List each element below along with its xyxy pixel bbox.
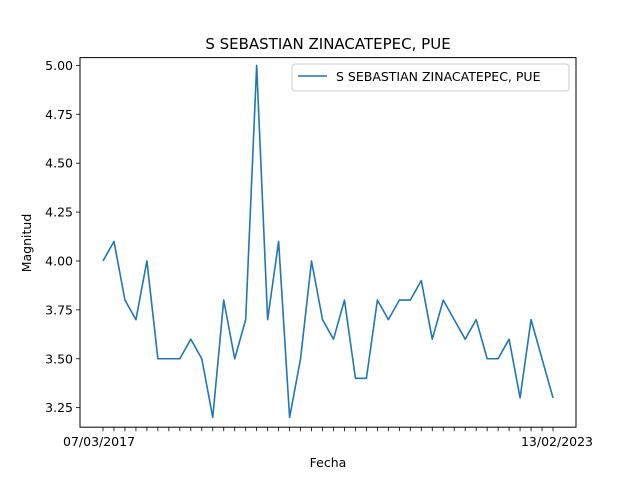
y-axis: 3.25 3.50 3.75 4.00 4.25 4.50 4.75 5.00 <box>45 58 80 415</box>
y-tick-label: 4.00 <box>45 253 73 268</box>
legend-box <box>291 63 570 92</box>
y-tick-label: 4.75 <box>45 107 73 122</box>
y-tick-label: 4.50 <box>45 156 73 171</box>
x-axis-label: Fecha <box>310 455 347 470</box>
y-tick-label: 3.75 <box>45 302 73 317</box>
legend-label: S SEBASTIAN ZINACATEPEC, PUE <box>336 69 541 84</box>
y-tick-label: 3.50 <box>45 351 73 366</box>
x-tick-label-first: 07/03/2017 <box>63 434 135 449</box>
y-tick-label: 4.25 <box>45 205 73 220</box>
chart-title: S SEBASTIAN ZINACATEPEC, PUE <box>205 35 450 53</box>
x-axis: 07/03/2017 13/02/2023 <box>63 427 593 449</box>
y-axis-label: Magnitud <box>19 214 34 273</box>
x-tick-label-last: 13/02/2023 <box>521 434 593 449</box>
plot-area <box>79 57 577 428</box>
y-tick-label: 3.25 <box>45 400 73 415</box>
y-tick-label: 5.00 <box>45 58 73 73</box>
series-line <box>102 64 554 419</box>
legend: S SEBASTIAN ZINACATEPEC, PUE <box>291 63 570 92</box>
